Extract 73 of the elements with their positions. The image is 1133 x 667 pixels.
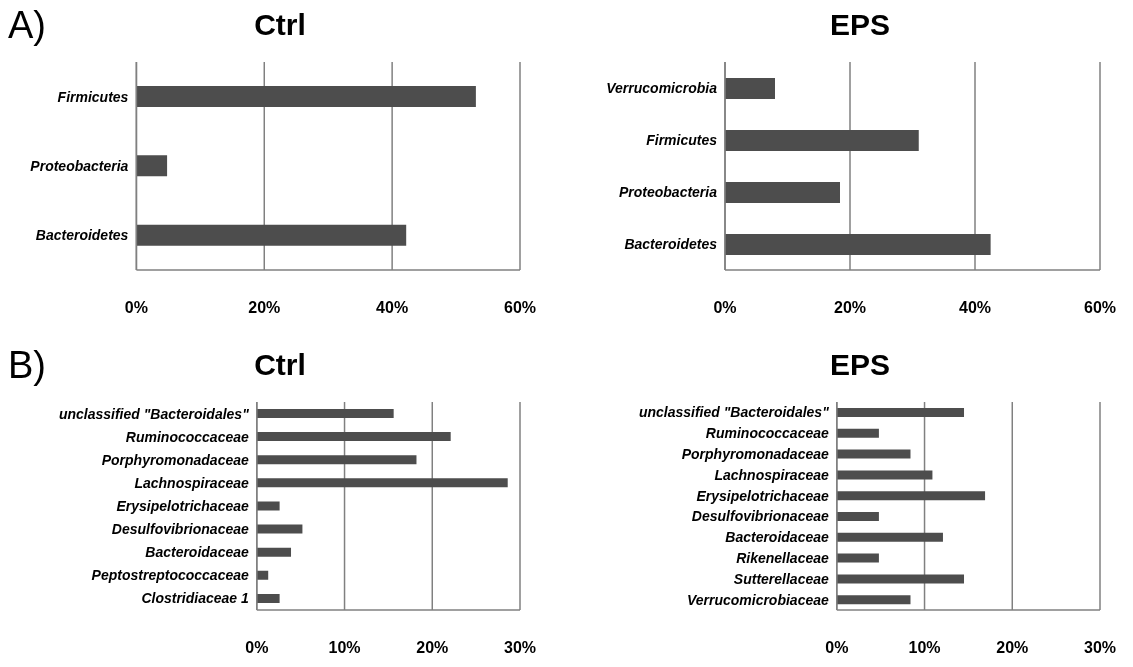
bar [836, 512, 879, 521]
y-tick-label: Firmicutes [646, 131, 718, 148]
x-tick-label: 10% [908, 639, 941, 657]
bar [725, 234, 991, 255]
y-tick-label: Porphyromonadaceae [681, 445, 829, 462]
x-tick-label: 0% [124, 299, 148, 317]
chart-title: EPS [829, 348, 891, 382]
bar [836, 532, 943, 542]
bar [136, 86, 476, 107]
y-tick-label: Bacteroidaceae [725, 529, 829, 546]
x-tick-label: 0% [713, 299, 737, 317]
y-tick-label: Ruminococcaceae [125, 428, 250, 445]
y-tick-label: Desulfovibrionaceae [691, 508, 830, 525]
bar [836, 553, 879, 563]
x-tick-label: 60% [1083, 299, 1117, 317]
bar [836, 595, 911, 605]
x-tick-label: 10% [328, 639, 361, 657]
x-tick-label: 0% [245, 639, 269, 657]
y-tick-label: Bacteroidaceae [145, 544, 249, 561]
bar [836, 491, 986, 501]
text: B) [8, 344, 46, 387]
y-tick-label: Peptostreptococcaceae [91, 567, 250, 584]
bar [256, 547, 292, 557]
bar [725, 78, 775, 99]
x-tick-label: 40% [376, 299, 409, 317]
y-tick-label: unclassified "Bacteroidales" [638, 404, 830, 421]
y-tick-label: Verrucomicrobiaceae [686, 591, 830, 608]
bar [836, 449, 911, 459]
bar [256, 501, 280, 511]
y-tick-label: Clostridiaceae 1 [141, 590, 250, 607]
bar [256, 593, 280, 603]
y-tick-label: Rikenellaceae [736, 549, 830, 566]
y-tick-label: Erysipelotrichaceae [696, 487, 830, 504]
x-tick-label: 0% [825, 639, 849, 657]
x-tick-label: 20% [416, 639, 449, 657]
text: A) [8, 4, 46, 47]
bar [256, 478, 508, 488]
bar [725, 130, 919, 151]
bar [136, 155, 168, 177]
y-tick-label: Verrucomicrobia [606, 79, 718, 96]
y-tick-label: Porphyromonadaceae [101, 451, 249, 468]
y-tick-label: Bacteroidetes [35, 227, 129, 244]
bar [836, 470, 933, 480]
bar [725, 182, 840, 203]
x-tick-label: 40% [958, 299, 992, 317]
x-tick-label: 30% [503, 639, 537, 657]
x-tick-label: 20% [996, 639, 1029, 657]
x-tick-label: 60% [503, 299, 537, 317]
x-tick-label: 20% [833, 299, 867, 317]
bar [256, 432, 451, 442]
bar [256, 455, 417, 465]
y-tick-label: Firmicutes [57, 88, 129, 105]
bar [836, 574, 965, 584]
y-tick-label: Lachnospiraceae [134, 474, 250, 491]
y-tick-label: Desulfovibrionaceae [111, 521, 250, 538]
chart-title: EPS [829, 8, 891, 42]
x-tick-label: 20% [248, 299, 281, 317]
bar [836, 408, 965, 417]
bar [136, 224, 407, 246]
y-tick-label: Proteobacteria [30, 157, 129, 174]
y-tick-label: Erysipelotrichaceae [116, 497, 250, 514]
y-tick-label: Proteobacteria [618, 183, 718, 200]
y-tick-label: Lachnospiraceae [714, 466, 830, 483]
y-tick-label: Sutterellaceae [733, 570, 830, 587]
bar [256, 409, 394, 418]
bar [256, 524, 303, 534]
chart-title: Ctrl [254, 348, 306, 381]
y-tick-label: Bacteroidetes [624, 235, 718, 252]
x-tick-label: 30% [1083, 639, 1117, 657]
y-tick-label: unclassified "Bacteroidales" [58, 405, 250, 422]
bar [836, 428, 879, 438]
y-tick-label: Ruminococcaceae [705, 425, 830, 442]
chart-title: Ctrl [254, 8, 306, 41]
